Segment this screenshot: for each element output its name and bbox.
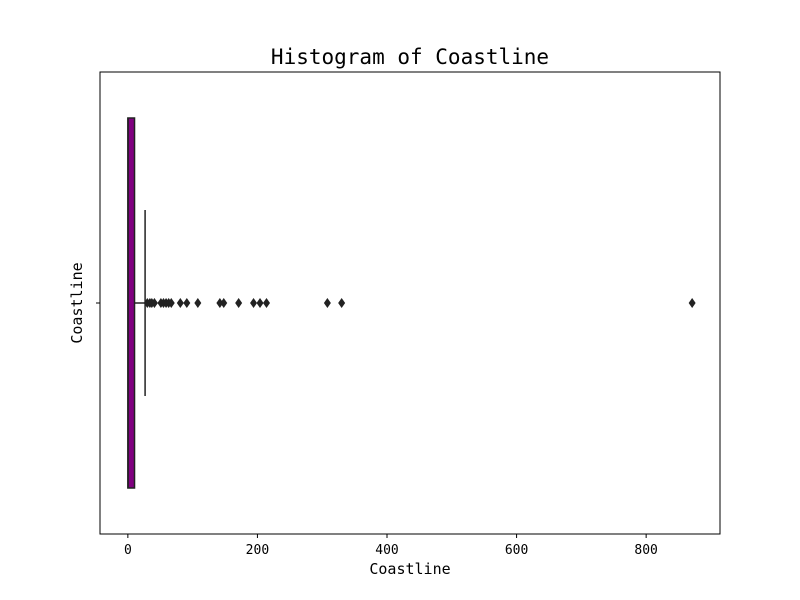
chart-title: Histogram of Coastline (271, 45, 549, 69)
x-axis: 0 200 400 600 800 (124, 534, 658, 558)
outlier-point (194, 298, 202, 308)
outlier-point (262, 298, 270, 308)
outlier-point (220, 298, 228, 308)
outlier-point (256, 298, 264, 308)
plot-frame (99, 71, 721, 535)
outlier-point (323, 298, 331, 308)
y-axis-label: Coastline (68, 262, 86, 343)
outlier-point (338, 298, 346, 308)
outlier-point (688, 298, 696, 308)
outlier-point (150, 298, 158, 308)
outlier-point (176, 298, 184, 308)
outlier-point (250, 298, 258, 308)
x-tick-label: 800 (634, 543, 657, 558)
x-tick-label: 0 (124, 543, 132, 558)
outlier-point (235, 298, 243, 308)
outliers (143, 298, 696, 308)
outlier-point (167, 298, 175, 308)
outlier-point (216, 298, 224, 308)
x-tick-label: 600 (505, 543, 528, 558)
outlier-point (183, 298, 191, 308)
x-tick-label: 200 (246, 543, 269, 558)
x-tick-label: 400 (375, 543, 398, 558)
x-axis-label: Coastline (369, 560, 450, 578)
boxplot (127, 117, 146, 489)
